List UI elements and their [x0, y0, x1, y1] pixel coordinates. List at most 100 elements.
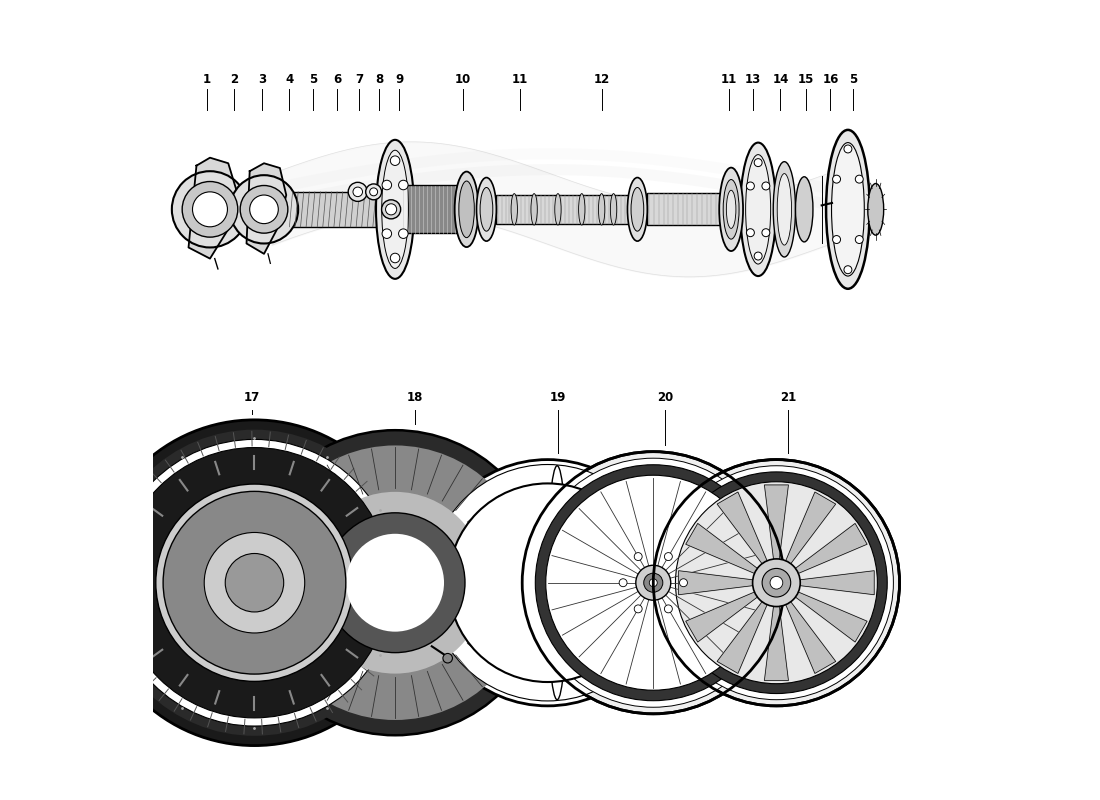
Circle shape [243, 430, 548, 735]
Text: 1: 1 [202, 73, 211, 86]
Text: 17: 17 [244, 391, 261, 404]
Circle shape [257, 446, 532, 720]
Circle shape [226, 554, 284, 612]
Circle shape [346, 534, 444, 632]
Circle shape [326, 513, 465, 653]
Circle shape [429, 465, 666, 701]
Ellipse shape [631, 187, 644, 231]
Text: 4: 4 [285, 73, 294, 86]
Circle shape [664, 605, 672, 613]
Circle shape [666, 472, 888, 694]
Text: 11: 11 [720, 73, 737, 86]
Text: 9: 9 [395, 73, 404, 86]
Polygon shape [685, 523, 760, 575]
Ellipse shape [454, 171, 478, 247]
Ellipse shape [826, 130, 870, 289]
Circle shape [365, 184, 382, 200]
Circle shape [536, 465, 771, 701]
Circle shape [664, 553, 672, 561]
Circle shape [755, 252, 762, 260]
Ellipse shape [610, 194, 617, 225]
Text: 16: 16 [823, 73, 838, 86]
Circle shape [449, 483, 647, 682]
Polygon shape [717, 598, 769, 674]
Circle shape [635, 605, 642, 613]
Circle shape [385, 204, 397, 215]
Circle shape [636, 566, 671, 600]
Circle shape [856, 235, 864, 243]
Circle shape [305, 492, 486, 674]
Circle shape [353, 187, 363, 197]
Bar [286, 192, 397, 227]
Circle shape [653, 459, 900, 706]
Circle shape [398, 180, 408, 190]
Circle shape [382, 180, 392, 190]
Ellipse shape [627, 178, 647, 241]
Circle shape [762, 229, 770, 237]
Text: 13: 13 [745, 73, 761, 86]
Text: 7: 7 [355, 73, 363, 86]
Ellipse shape [382, 150, 408, 269]
Ellipse shape [719, 168, 744, 251]
Circle shape [546, 475, 761, 690]
Ellipse shape [779, 467, 808, 698]
Ellipse shape [795, 177, 813, 242]
Circle shape [747, 182, 755, 190]
Text: 20: 20 [657, 391, 673, 404]
Ellipse shape [531, 194, 537, 225]
Polygon shape [246, 163, 286, 254]
Text: 15: 15 [798, 73, 814, 86]
Circle shape [856, 175, 864, 183]
Circle shape [349, 182, 367, 202]
Circle shape [111, 439, 398, 726]
Circle shape [156, 484, 353, 682]
Circle shape [443, 654, 452, 663]
Circle shape [747, 229, 755, 237]
Circle shape [382, 200, 400, 219]
Ellipse shape [480, 187, 493, 231]
Text: 18: 18 [407, 391, 424, 404]
Circle shape [91, 420, 417, 746]
Circle shape [649, 578, 658, 586]
Polygon shape [784, 492, 836, 567]
Text: 10: 10 [454, 73, 471, 86]
Text: 12: 12 [594, 73, 609, 86]
Ellipse shape [773, 162, 795, 257]
Ellipse shape [598, 194, 605, 225]
Circle shape [119, 447, 389, 718]
Text: 2: 2 [230, 73, 238, 86]
Text: 8: 8 [375, 73, 383, 86]
Polygon shape [764, 485, 789, 563]
Circle shape [382, 229, 392, 238]
Ellipse shape [778, 174, 792, 245]
Ellipse shape [726, 190, 736, 229]
Circle shape [183, 182, 238, 237]
Polygon shape [792, 523, 867, 575]
Circle shape [390, 254, 400, 262]
Ellipse shape [832, 142, 865, 276]
Circle shape [833, 175, 840, 183]
Circle shape [522, 452, 784, 714]
Ellipse shape [658, 458, 689, 707]
Circle shape [770, 576, 783, 589]
Text: 5: 5 [849, 73, 858, 86]
Circle shape [398, 229, 408, 238]
Ellipse shape [740, 142, 776, 276]
Text: 5: 5 [309, 73, 318, 86]
Polygon shape [717, 492, 769, 567]
Circle shape [762, 569, 791, 597]
Circle shape [370, 188, 377, 196]
Ellipse shape [376, 140, 415, 279]
Text: 11: 11 [512, 73, 528, 86]
Bar [496, 195, 629, 224]
Polygon shape [796, 570, 874, 594]
Circle shape [163, 491, 345, 674]
Polygon shape [679, 570, 757, 594]
Circle shape [844, 266, 851, 274]
Circle shape [680, 578, 688, 586]
Text: 3: 3 [258, 73, 266, 86]
Circle shape [752, 559, 801, 606]
Circle shape [675, 482, 878, 684]
Bar [400, 186, 463, 233]
Circle shape [619, 578, 627, 586]
